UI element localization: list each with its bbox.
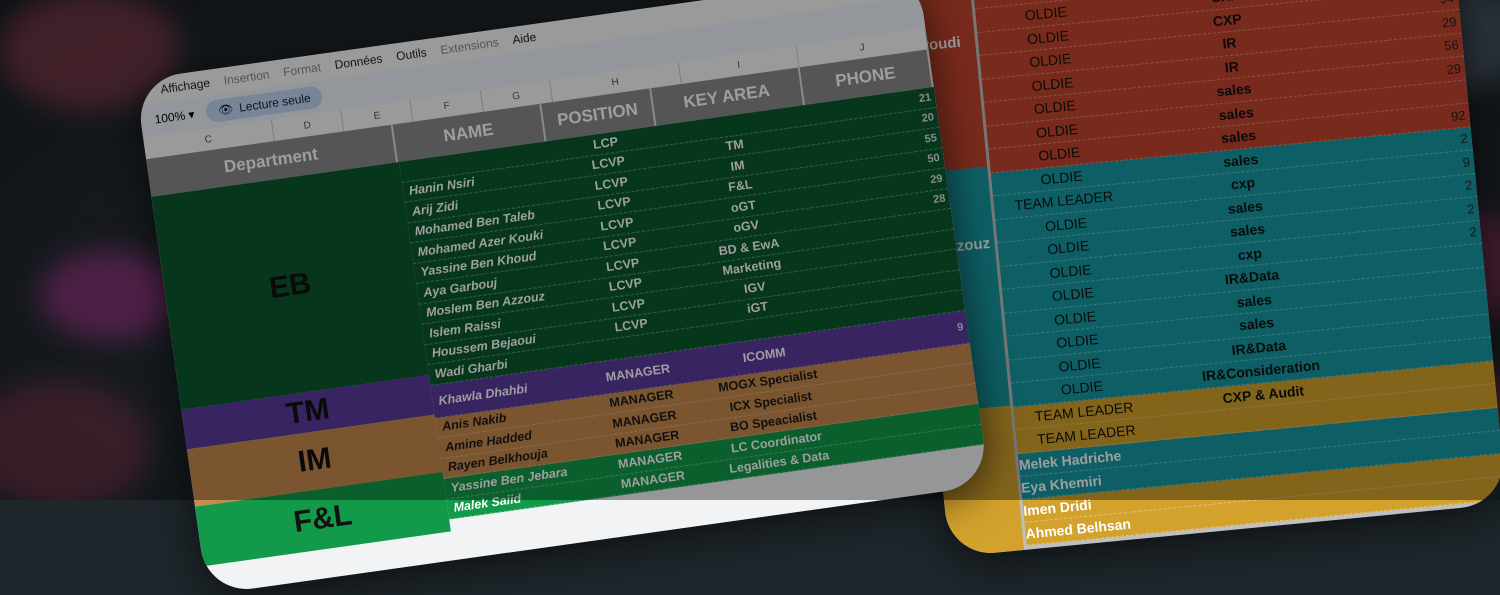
left-rows: LCP 21 Hanin Nsiri LCVP TM 20 Arij Zidi LCVP IM 5… (398, 86, 986, 532)
eye-icon: 👁 (217, 101, 235, 118)
menu-item-format[interactable]: Format (282, 60, 322, 80)
phone-cell[interactable] (1368, 325, 1489, 337)
chevron-down-icon: ▾ (187, 107, 196, 122)
phone-cell[interactable] (1370, 348, 1491, 360)
position-cell[interactable]: MANAGER (604, 360, 671, 384)
phone-cell[interactable] (1364, 278, 1485, 290)
phone-cell[interactable] (1373, 372, 1494, 384)
menu-item-insertion[interactable]: Insertion (222, 67, 271, 88)
menu-item-outils[interactable]: Outils (395, 45, 428, 64)
zoom-select[interactable]: 100% ▾ (154, 107, 196, 126)
zoom-value: 100% (153, 108, 187, 127)
readonly-label: Lecture seule (238, 90, 312, 115)
menu-item-extensions[interactable]: Extensions (439, 35, 500, 58)
dept-cell-eb[interactable]: EB (151, 162, 429, 410)
right-table-body: TEAM LEADERIR&Data54TEAM LEADERCXPOLDIEC… (971, 0, 1500, 546)
bokeh-light (40, 250, 180, 340)
phone-cell[interactable] (1361, 255, 1482, 267)
menu-item-donnees[interactable]: Données (333, 51, 384, 72)
left-spreadsheet-card: Affichage Insertion Format Données Outil… (135, 0, 990, 595)
bokeh-light (0, 380, 150, 500)
menu-item-aide[interactable]: Aide (511, 29, 538, 48)
phone-cell[interactable] (1375, 395, 1496, 407)
department-column: EB TM IM F&L (151, 162, 451, 567)
phone-cell[interactable] (1366, 302, 1487, 314)
phone-cell[interactable] (1346, 91, 1467, 103)
menu-item-affichage[interactable]: Affichage (159, 75, 211, 97)
right-spreadsheet-card: Ajroudi n azzouz udi TEAM LEADERIR&Data5… (890, 0, 1500, 558)
